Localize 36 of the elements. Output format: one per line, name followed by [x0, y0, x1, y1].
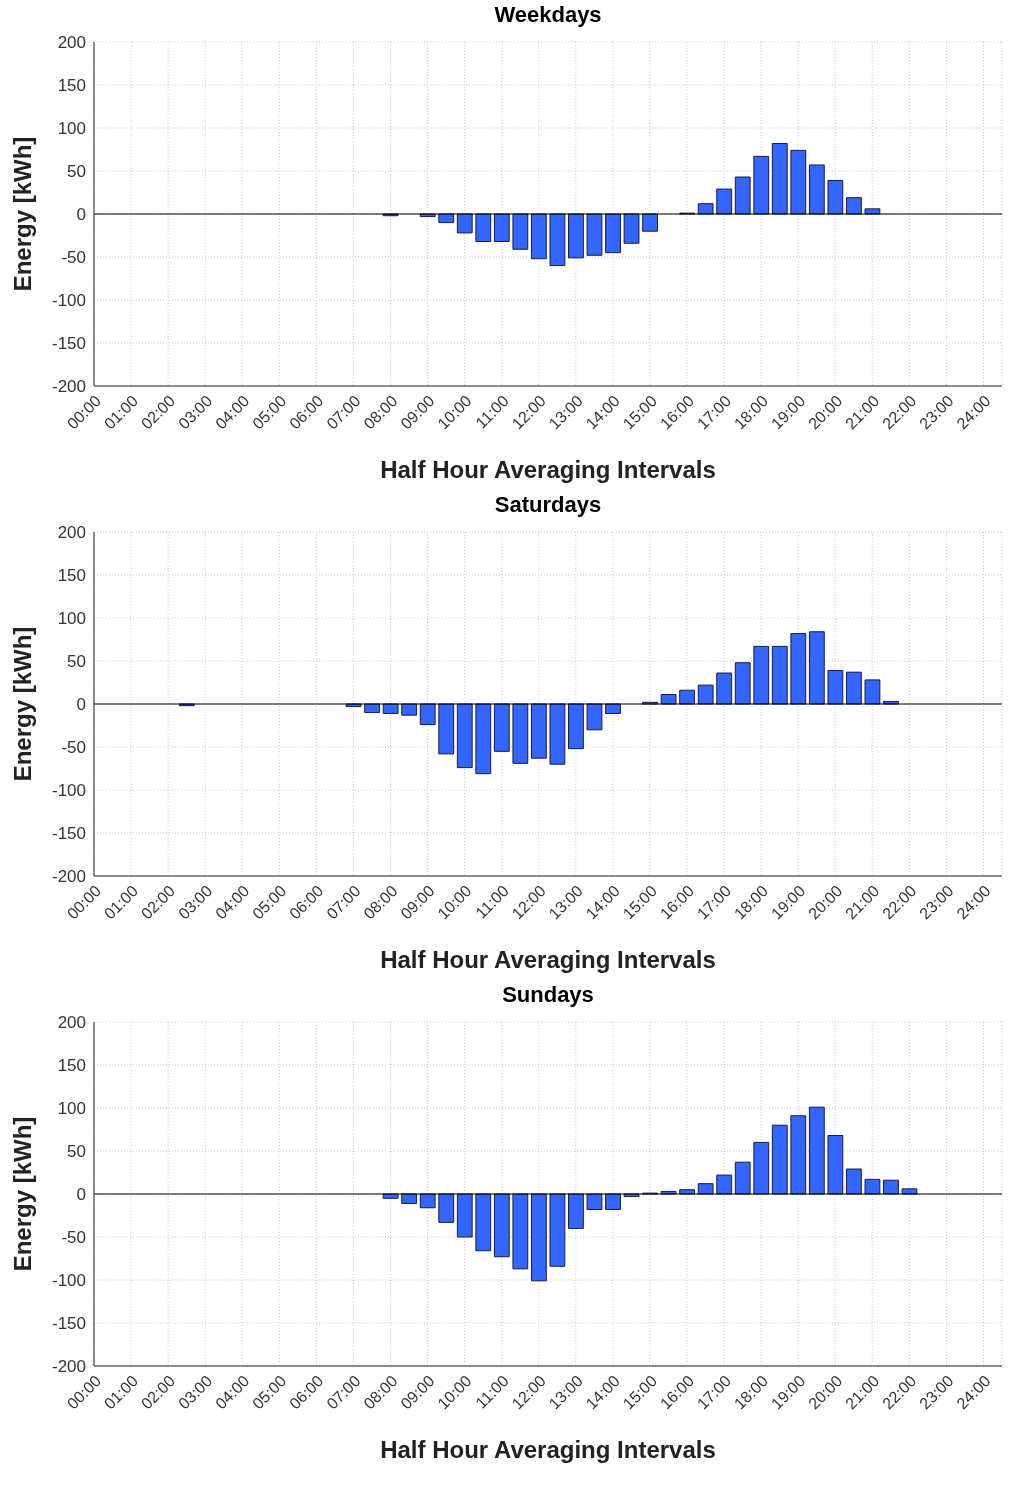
y-tick-label: 50 [67, 652, 86, 672]
y-tick-label: 150 [57, 566, 86, 586]
y-tick-label: -150 [51, 1314, 86, 1334]
chart-title: Saturdays [493, 491, 603, 519]
x-axis-title: Half Hour Averaging Intervals [380, 456, 716, 483]
y-axis-title: Energy [kWh] [8, 1116, 36, 1272]
y-tick-label: -150 [51, 824, 86, 844]
y-tick-label: -50 [61, 738, 86, 758]
y-tick-label: 200 [57, 1013, 86, 1033]
y-tick-label: -200 [51, 867, 86, 887]
y-tick-label: -200 [51, 1357, 86, 1377]
y-tick-label: -50 [61, 1228, 86, 1248]
y-tick-label: 200 [57, 523, 86, 543]
y-axis-title: Energy [kWh] [8, 136, 36, 292]
chart-title: Sundays [501, 981, 595, 1009]
x-axis-title: Half Hour Averaging Intervals [380, 1436, 716, 1463]
y-tick-label: -100 [51, 291, 86, 311]
y-tick-label: 0 [76, 205, 86, 225]
y-tick-label: 50 [67, 162, 86, 182]
y-axis-title: Energy [kWh] [8, 626, 36, 782]
y-tick-label: 0 [76, 695, 86, 715]
y-tick-label: 100 [57, 119, 86, 139]
y-tick-label: 100 [57, 1099, 86, 1119]
y-tick-label: -50 [61, 248, 86, 268]
y-tick-label: -100 [51, 1271, 86, 1291]
y-tick-label: -150 [51, 334, 86, 354]
y-tick-label: 100 [57, 609, 86, 629]
y-tick-label: 200 [57, 33, 86, 53]
y-tick-label: 0 [76, 1185, 86, 1205]
y-tick-label: 150 [57, 76, 86, 96]
y-tick-label: 150 [57, 1056, 86, 1076]
y-tick-label: -100 [51, 781, 86, 801]
chart-title: Weekdays [493, 1, 603, 29]
y-tick-label: -200 [51, 377, 86, 397]
y-tick-label: 50 [67, 1142, 86, 1162]
x-axis-title: Half Hour Averaging Intervals [380, 946, 716, 973]
